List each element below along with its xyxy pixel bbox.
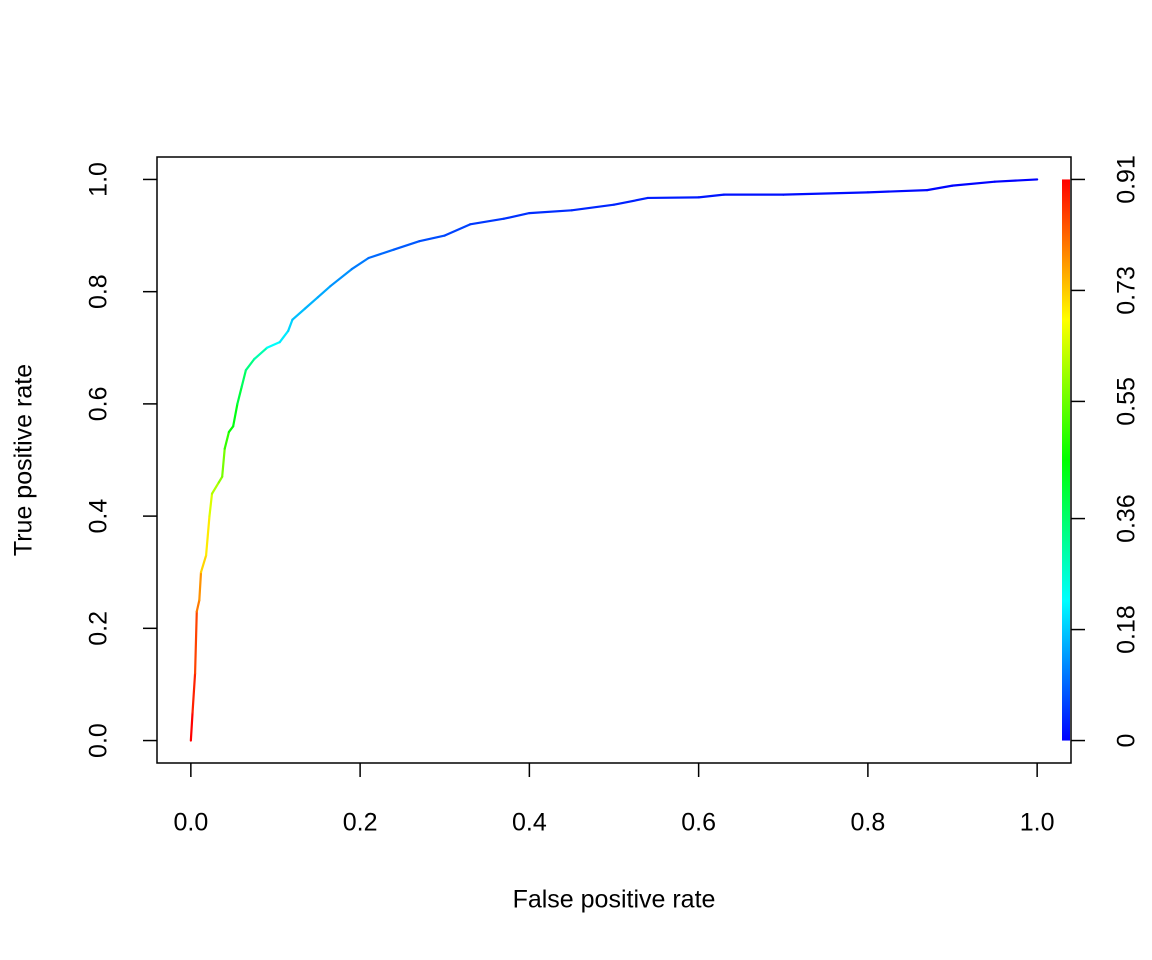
- y-tick-label: 0.2: [85, 611, 113, 646]
- roc-segment: [191, 672, 197, 714]
- roc-segment: [570, 203, 616, 212]
- colorbar-tick-label: 0.91: [1113, 155, 1141, 204]
- roc-segment: [240, 369, 247, 389]
- colorbar-tick-label: 0.18: [1113, 605, 1141, 654]
- roc-segment: [236, 385, 243, 405]
- roc-segment: [193, 610, 198, 675]
- x-tick-label: 0.2: [343, 809, 378, 837]
- roc-segment: [782, 191, 869, 196]
- plot-frame: [156, 156, 1072, 764]
- roc-segment: [221, 447, 226, 478]
- roc-segment: [697, 193, 726, 199]
- roc-segment: [367, 248, 396, 260]
- roc-segment: [195, 599, 201, 613]
- y-tick-label: 0.4: [85, 499, 113, 534]
- roc-segment: [210, 481, 220, 495]
- roc-segment: [926, 184, 954, 192]
- roc-segment: [612, 196, 649, 206]
- roc-segment: [528, 209, 573, 215]
- roc-segment: [443, 223, 472, 237]
- roc-segment: [291, 307, 307, 321]
- x-tick-label: 0.8: [851, 809, 886, 837]
- roc-segment: [287, 318, 294, 333]
- colorbar-tick-label: 0.73: [1113, 266, 1141, 315]
- y-tick-label: 0.0: [85, 723, 113, 758]
- x-tick-label: 0.4: [512, 809, 547, 837]
- colorbar-tick-label: 0.55: [1113, 377, 1141, 426]
- y-tick-label: 0.6: [85, 387, 113, 422]
- roc-segment: [204, 515, 211, 557]
- roc-segment: [418, 234, 446, 243]
- roc-segment: [866, 189, 929, 194]
- roc-segment: [646, 196, 700, 200]
- roc-segment: [316, 284, 332, 299]
- roc-segment: [265, 341, 281, 349]
- roc-segment: [329, 268, 353, 288]
- colorbar-tick-label: 0: [1113, 734, 1141, 748]
- roc-segment: [304, 296, 319, 310]
- roc-segment: [253, 346, 269, 361]
- x-axis-label: False positive rate: [513, 886, 716, 914]
- roc-segment: [208, 492, 214, 518]
- roc-segment: [227, 425, 235, 434]
- roc-segment: [392, 240, 421, 251]
- x-tick-label: 0.0: [173, 809, 208, 837]
- roc-segment: [223, 430, 231, 450]
- roc-segment: [232, 402, 239, 428]
- roc-segment: [189, 711, 194, 742]
- y-tick-label: 1.0: [85, 162, 113, 197]
- roc-segment: [502, 212, 531, 220]
- x-tick-label: 1.0: [1020, 809, 1055, 837]
- roc-segment: [993, 178, 1039, 183]
- roc-segment: [469, 217, 506, 226]
- roc-segment: [244, 357, 256, 372]
- y-axis-label: True positive rate: [10, 364, 38, 556]
- colorbar-tick-label: 0.36: [1113, 494, 1141, 543]
- roc-segment: [278, 329, 290, 344]
- x-tick-label: 0.6: [681, 809, 716, 837]
- roc-segment: [198, 571, 203, 602]
- colorbar: [1062, 179, 1070, 741]
- roc-segment: [199, 554, 208, 574]
- roc-segment: [951, 180, 996, 187]
- y-tick-label: 0.8: [85, 274, 113, 309]
- roc-segment: [350, 256, 370, 271]
